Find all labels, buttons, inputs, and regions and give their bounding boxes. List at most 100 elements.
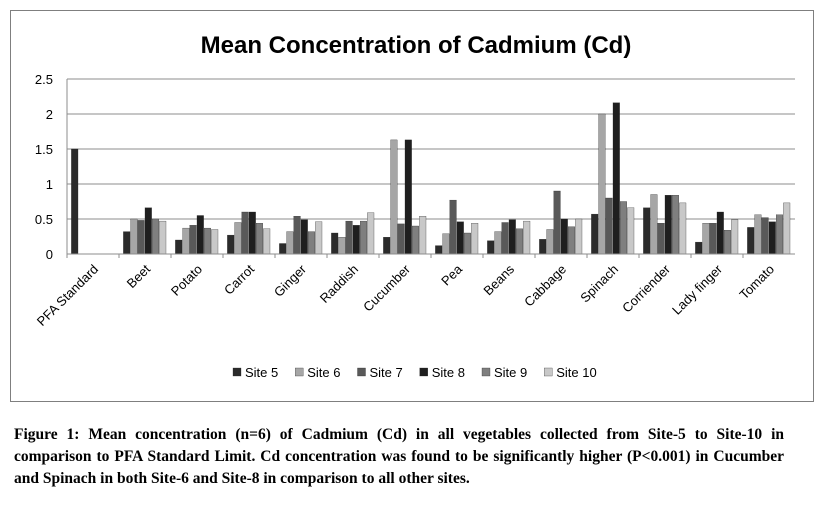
bar (331, 232, 339, 255)
bar (144, 207, 152, 255)
bar (768, 221, 776, 255)
bar (702, 223, 710, 255)
y-tick-label: 0 (46, 247, 53, 262)
bar (419, 216, 427, 255)
bar (175, 239, 183, 255)
x-tick-label: Cucumber (360, 261, 413, 314)
x-tick-label: Tomato (736, 262, 777, 303)
chart-title: Mean Concentration of Cadmium (Cd) (201, 32, 632, 59)
bar (612, 102, 620, 255)
x-tick-label: Potato (168, 262, 205, 299)
bar (546, 229, 554, 255)
bar (471, 223, 479, 255)
bar (508, 219, 516, 255)
bar (627, 207, 635, 255)
bar (435, 245, 443, 255)
figure-caption: Figure 1: Mean concentration (n=6) of Ca… (14, 426, 784, 487)
legend-label: Site 5 (245, 365, 278, 380)
bar (560, 218, 568, 255)
x-tick-label: Ginger (271, 261, 310, 300)
bar (783, 202, 791, 255)
bar (575, 218, 583, 255)
bar (211, 229, 219, 255)
legend-label: Site 6 (307, 365, 340, 380)
bar (397, 223, 405, 255)
bar (345, 220, 353, 255)
bar (241, 211, 249, 255)
bar (308, 231, 315, 255)
bar (456, 221, 464, 255)
bar (620, 201, 627, 255)
x-tick-label: Raddish (317, 262, 361, 306)
bar (776, 214, 783, 255)
bar (404, 139, 412, 255)
bar (442, 233, 450, 255)
bar (679, 202, 687, 255)
x-tick-label: Beet (124, 261, 154, 291)
bar (716, 211, 724, 255)
bar (516, 228, 523, 255)
bar (360, 220, 367, 255)
bar (159, 220, 167, 255)
bar (754, 214, 762, 255)
legend-swatch (544, 367, 553, 377)
bar (367, 212, 375, 255)
bar (553, 190, 561, 255)
legend-label: Site 7 (370, 365, 403, 380)
bar (152, 218, 159, 255)
bar (664, 195, 672, 255)
bar (598, 113, 606, 255)
bar (279, 243, 287, 255)
bar (523, 220, 531, 255)
bar (605, 197, 613, 255)
bar (352, 225, 360, 255)
x-tick-label: Beans (480, 261, 517, 298)
legend-label: Site 8 (432, 365, 465, 380)
legend-swatch (357, 367, 366, 377)
bar (672, 195, 679, 255)
bar (196, 215, 204, 255)
bar (315, 221, 323, 255)
bar (650, 194, 658, 255)
x-tick-label: Pea (438, 261, 466, 289)
bar (724, 230, 731, 255)
bar (204, 227, 211, 255)
legend-swatch (419, 367, 428, 377)
bar (248, 211, 256, 255)
bar (591, 213, 599, 255)
bar (71, 148, 79, 255)
legend-swatch (295, 367, 304, 377)
y-tick-label: 1.5 (35, 142, 53, 157)
y-tick-label: 0.5 (35, 212, 53, 227)
x-tick-label: Corriender (619, 261, 674, 316)
bar (137, 220, 145, 255)
bar (709, 223, 717, 255)
y-tick-label: 2.5 (35, 72, 53, 87)
bar (263, 228, 271, 255)
bar (494, 231, 502, 255)
bar (539, 239, 547, 255)
x-tick-label: Lady finger (669, 261, 726, 318)
bar (300, 219, 308, 255)
legend: Site 5 Site 6 Site 7 Site 8 Site 9 Site 10 (232, 365, 597, 380)
bar (189, 225, 197, 255)
bar (761, 217, 769, 255)
bar-chart: Mean Concentration of Cadmium (Cd) 0 0.5 1… (34, 32, 795, 380)
bar (256, 223, 263, 255)
gridlines (67, 78, 795, 220)
bar (487, 240, 495, 255)
bar (568, 226, 575, 255)
x-tick-label: Carrot (221, 261, 257, 297)
bar (731, 219, 739, 255)
bar (695, 241, 703, 255)
bar (227, 234, 235, 255)
legend-label: Site 10 (556, 365, 596, 380)
bar (130, 218, 138, 255)
bar (123, 231, 131, 255)
bar (747, 227, 755, 255)
y-tick-label: 1 (46, 177, 53, 192)
x-tick-label: Cabbage (521, 262, 569, 310)
bar (464, 232, 471, 255)
legend-label: Site 9 (494, 365, 527, 380)
bar (449, 199, 457, 255)
